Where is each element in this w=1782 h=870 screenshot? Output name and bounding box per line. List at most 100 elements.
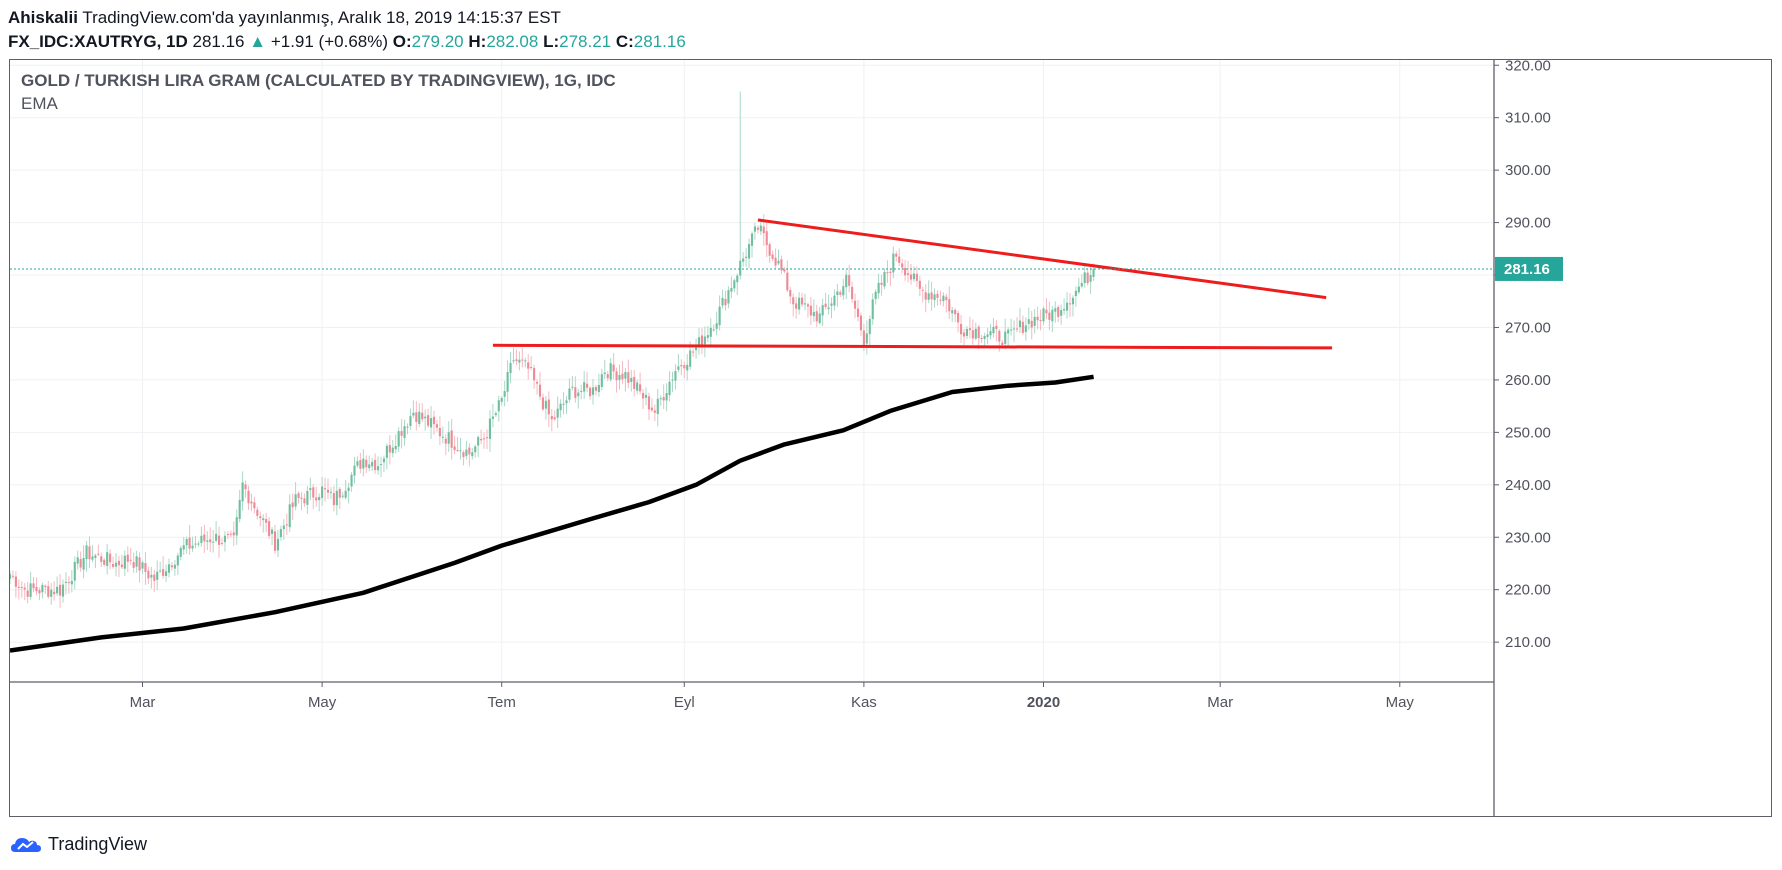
- candle-body: [1018, 320, 1022, 328]
- candle-body: [456, 450, 459, 452]
- candle-body: [680, 364, 683, 367]
- tradingview-cloud-icon[interactable]: [10, 834, 42, 854]
- candle-body: [323, 488, 327, 490]
- candle-body: [197, 543, 200, 545]
- candle-body: [939, 299, 942, 301]
- chart-frame[interactable]: 320.00310.00300.00290.00280.00270.00260.…: [9, 59, 1772, 817]
- candle-body: [845, 274, 848, 288]
- candle-body: [138, 557, 141, 571]
- candle-body: [612, 364, 615, 372]
- candle-body: [830, 303, 833, 306]
- candle-body: [730, 287, 733, 292]
- candle-body: [309, 488, 312, 491]
- candle-body: [35, 587, 38, 592]
- author-name[interactable]: Ahiskalii: [8, 8, 78, 27]
- candle-body: [176, 555, 179, 566]
- candle-body: [182, 545, 185, 550]
- candle-body: [1074, 290, 1077, 296]
- time-axis-label: 2020: [1027, 694, 1060, 711]
- candle-body: [594, 387, 598, 391]
- candle-body: [656, 398, 659, 415]
- candle-body: [56, 586, 59, 594]
- candle-body: [500, 397, 503, 402]
- candle-body: [603, 372, 606, 375]
- candle-body: [1030, 320, 1033, 328]
- ohlc-line: FX_IDC:XAUTRYG, 1D 281.16 ▲ +1.91 (+0.68…: [8, 30, 1768, 54]
- high-value: 282.08: [486, 32, 539, 51]
- symbol-label: FX_IDC:XAUTRYG, 1D: [8, 32, 188, 51]
- candle-body: [998, 330, 1001, 342]
- price-axis-label: 220.00: [1505, 582, 1551, 599]
- candle-body: [812, 312, 815, 317]
- candle-body: [474, 446, 477, 453]
- candle-body: [906, 273, 910, 275]
- candle-body: [379, 463, 383, 465]
- candle-body: [359, 460, 362, 469]
- ema-indicator-label[interactable]: EMA: [21, 94, 59, 113]
- candle-body: [627, 372, 630, 383]
- candle-body: [868, 319, 871, 335]
- candle-body: [815, 311, 818, 322]
- candle-body: [915, 273, 918, 281]
- candle-body: [588, 387, 592, 397]
- candle-body: [1033, 316, 1036, 326]
- candle-body: [477, 437, 480, 446]
- close-value: 281.16: [633, 32, 686, 51]
- candle-body: [989, 331, 992, 336]
- candle-body: [394, 445, 397, 450]
- candle-body: [294, 494, 297, 507]
- trendline[interactable]: [757, 218, 1327, 300]
- footer: TradingView: [10, 830, 147, 858]
- candle-body: [432, 416, 436, 425]
- candle-body: [556, 408, 559, 418]
- candle-body: [957, 312, 960, 323]
- chart-canvas[interactable]: 320.00310.00300.00290.00280.00270.00260.…: [10, 60, 1772, 817]
- candle-body: [780, 259, 783, 271]
- candle-body: [803, 303, 807, 305]
- chart-header: Ahiskalii TradingView.com'da yayınlanmış…: [8, 6, 1768, 54]
- candle-body: [459, 450, 462, 452]
- candle-body: [427, 415, 430, 426]
- brand-name[interactable]: TradingView: [48, 833, 148, 854]
- candle-body: [453, 446, 456, 451]
- candle-body: [167, 564, 171, 573]
- candle-body: [1051, 309, 1054, 322]
- candle-body: [14, 576, 17, 587]
- candle-body: [530, 366, 533, 368]
- candle-body: [147, 570, 150, 579]
- candle-body: [992, 326, 995, 334]
- candle-body: [132, 562, 135, 568]
- trendline[interactable]: [492, 343, 1333, 350]
- candle-body: [509, 362, 512, 374]
- candle-body: [535, 381, 539, 384]
- candle-body: [798, 297, 801, 310]
- candle-body: [141, 562, 144, 569]
- candle-body: [341, 495, 344, 497]
- candle-body: [986, 334, 989, 337]
- open-value: 279.20: [411, 32, 464, 51]
- candle-body: [412, 412, 415, 416]
- candle-body: [11, 575, 15, 577]
- candle-body: [1092, 268, 1095, 278]
- candle-body: [859, 315, 863, 331]
- candle-body: [468, 447, 471, 455]
- candle-body: [783, 269, 786, 272]
- candle-body: [930, 292, 933, 300]
- candle-body: [703, 336, 706, 345]
- candle-body: [547, 399, 550, 415]
- candle-body: [515, 359, 518, 362]
- candle-body: [191, 545, 194, 549]
- ema-line[interactable]: [10, 374, 1094, 653]
- candle-body: [1045, 309, 1048, 314]
- candle-body: [606, 374, 609, 379]
- candle-body: [644, 394, 648, 398]
- candle-body: [465, 449, 468, 456]
- candle-body: [809, 305, 812, 316]
- candle-body: [288, 504, 291, 528]
- candle-body: [839, 292, 842, 295]
- candle-body: [621, 373, 624, 380]
- candle-body: [318, 497, 321, 501]
- candle-body: [777, 260, 780, 264]
- candle-body: [244, 484, 247, 490]
- candle-body: [111, 563, 115, 567]
